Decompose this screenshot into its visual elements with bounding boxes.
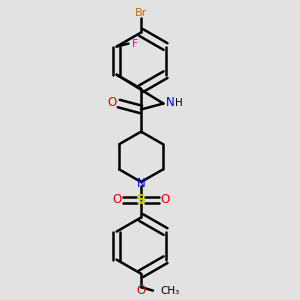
Text: O: O [161,193,170,206]
Text: N: N [137,177,146,190]
Text: N: N [166,95,175,109]
Text: S: S [136,193,146,207]
Text: O: O [136,284,146,297]
Text: Br: Br [135,8,147,18]
Text: CH₃: CH₃ [160,286,180,296]
Text: O: O [112,193,121,206]
Text: F: F [132,39,138,49]
Text: H: H [175,98,182,108]
Text: O: O [108,95,117,109]
